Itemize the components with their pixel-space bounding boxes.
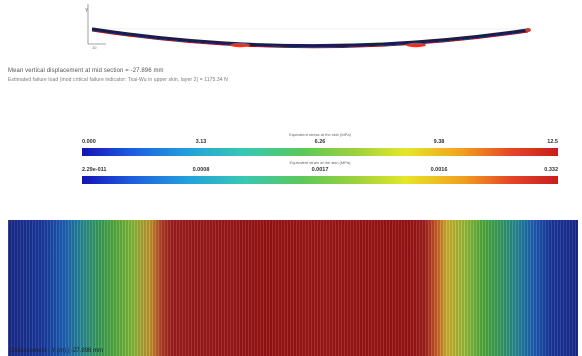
color-gradient-bar — [82, 176, 558, 184]
scale-tick: 0.332 — [544, 167, 558, 173]
scale-tick: 0.000 — [82, 139, 96, 145]
displacement-readout: Mean vertical displacement at mid sectio… — [8, 68, 164, 74]
support-left — [230, 42, 250, 48]
scale-tick: 0.0016 — [430, 167, 448, 173]
beam-shape — [91, 27, 529, 48]
scale-tick: 0.0017 — [311, 167, 329, 173]
scale-ticks: 2.29e-011 0.0008 0.0017 0.0016 0.332 — [82, 167, 558, 175]
scale-tick: 6.26 — [314, 139, 326, 145]
y-axis-label: Y — [85, 8, 89, 14]
support-right — [406, 42, 426, 48]
deformed-beam-view: Y 10 — [85, 4, 531, 50]
scale-tick: 12.5 — [547, 139, 558, 145]
stress-contour-plot — [8, 220, 578, 356]
scale-tick: 0.0008 — [192, 167, 210, 173]
contour-caption: Displacement - Y (m) | -27.896 mm — [10, 348, 104, 354]
color-gradient-bar — [82, 148, 558, 156]
scale-tick: 3.13 — [195, 139, 207, 145]
scale-title: Equivalent stress at the skin (MPa) — [289, 132, 351, 137]
scale-ticks: 0.000 3.13 6.26 9.38 12.5 — [82, 139, 558, 147]
axis-corner-label: 10 — [92, 45, 97, 50]
beam-end-right — [525, 28, 531, 32]
beam-edge — [91, 30, 529, 49]
scale-tick: 9.38 — [433, 139, 445, 145]
scale-tick: 2.29e-011 — [82, 167, 107, 173]
failure-load-readout: Estimated failure load (mod critical fai… — [8, 77, 228, 83]
scale-title: Equivalent strain at the skin (MPa) — [289, 160, 351, 165]
